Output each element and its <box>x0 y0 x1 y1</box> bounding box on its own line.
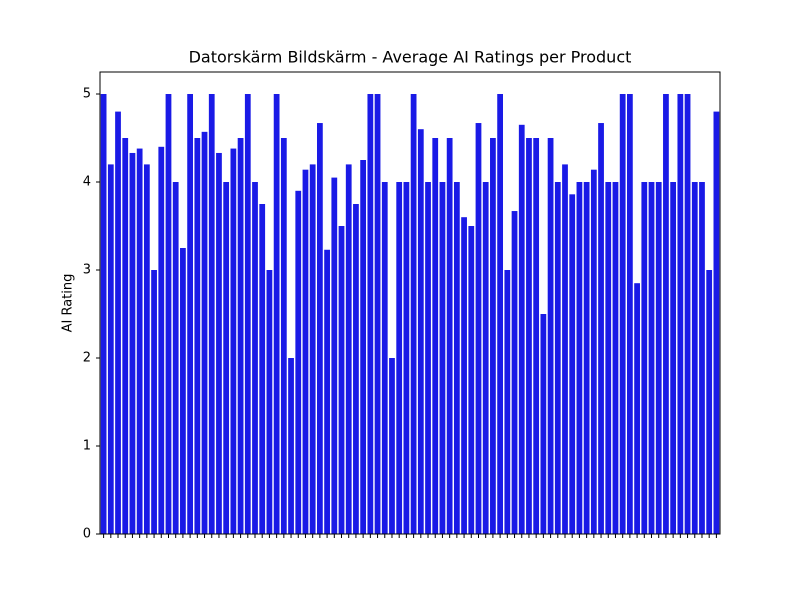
bar <box>511 211 518 535</box>
bar <box>244 94 251 534</box>
bar <box>180 248 186 534</box>
bar <box>165 94 172 534</box>
bar <box>598 123 604 534</box>
bar <box>208 94 215 534</box>
bar <box>237 138 244 534</box>
bar <box>396 182 403 534</box>
bar <box>252 182 258 534</box>
bar <box>619 94 626 534</box>
bar <box>453 182 460 534</box>
bar <box>554 182 561 534</box>
bar <box>663 94 669 534</box>
bar <box>288 358 294 534</box>
bar <box>612 182 619 534</box>
bar <box>136 148 143 534</box>
bar <box>634 283 640 534</box>
bar <box>317 123 323 534</box>
bar <box>699 182 705 534</box>
bar <box>324 249 330 534</box>
y-tick-label: 1 <box>83 439 91 454</box>
bar <box>518 124 525 535</box>
bar <box>504 270 511 534</box>
bar <box>389 358 395 534</box>
y-tick-label: 5 <box>83 87 91 102</box>
bar <box>143 164 150 534</box>
bar <box>158 146 165 535</box>
bar <box>122 138 129 534</box>
y-tick-label: 2 <box>83 351 91 366</box>
plot-frame <box>99 71 721 535</box>
bar <box>266 270 273 534</box>
bar <box>381 182 388 534</box>
bar <box>482 182 489 534</box>
bar <box>100 94 107 534</box>
bar <box>670 182 677 534</box>
bar <box>684 94 691 534</box>
bar <box>627 94 633 534</box>
chart-title: Datorskärm Bildskärm - Average AI Rating… <box>189 48 632 67</box>
bar <box>107 164 114 534</box>
bar <box>461 217 467 534</box>
bar <box>655 182 662 534</box>
bar <box>605 182 612 534</box>
bar <box>374 94 381 534</box>
bar <box>410 94 417 534</box>
bar <box>533 138 540 534</box>
bar <box>490 138 496 534</box>
bar <box>713 111 720 534</box>
bar <box>367 94 374 534</box>
bar <box>648 182 655 534</box>
bar <box>439 182 446 534</box>
bar <box>691 182 698 534</box>
bar <box>194 138 201 534</box>
y-axis-label: AI Rating <box>61 274 76 333</box>
bar <box>569 194 576 534</box>
bar <box>216 152 222 534</box>
bar <box>403 182 410 534</box>
bar <box>468 226 475 534</box>
bar <box>259 204 266 534</box>
bar <box>677 94 684 534</box>
y-tick-label: 0 <box>83 527 91 542</box>
bar <box>280 138 287 534</box>
bar <box>201 131 208 534</box>
bar <box>425 182 431 534</box>
bar <box>432 138 439 534</box>
bar <box>475 123 482 534</box>
bar <box>345 164 352 534</box>
bar <box>353 204 359 534</box>
bar <box>497 94 503 534</box>
bar <box>115 111 121 534</box>
bar <box>540 314 547 534</box>
bar <box>576 182 583 534</box>
bar <box>309 164 316 534</box>
bar <box>547 138 554 534</box>
bar <box>302 169 309 534</box>
bar <box>129 152 136 534</box>
bar <box>526 138 532 534</box>
y-tick-label: 4 <box>83 175 91 190</box>
bar <box>172 182 179 534</box>
bar <box>360 160 367 534</box>
y-tick-label: 3 <box>83 263 91 278</box>
bar <box>590 169 597 534</box>
bar <box>151 270 157 534</box>
bar <box>273 94 280 534</box>
bar <box>331 177 338 534</box>
bar <box>446 138 453 534</box>
bar <box>187 94 193 534</box>
bar <box>338 226 345 534</box>
bar <box>223 182 230 534</box>
bar <box>706 270 713 534</box>
bar <box>583 182 590 534</box>
bar <box>295 190 302 535</box>
bar <box>230 148 237 534</box>
bar <box>417 129 424 534</box>
bar <box>562 164 568 534</box>
bar <box>641 182 648 534</box>
